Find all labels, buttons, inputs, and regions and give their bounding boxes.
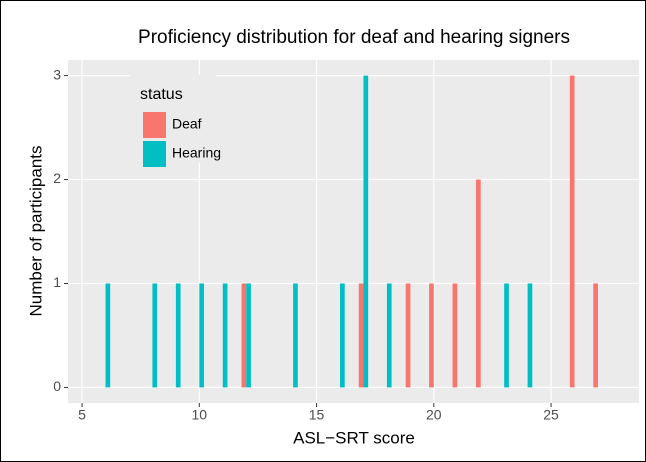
y-tick-label: 1 xyxy=(53,274,61,290)
bar xyxy=(405,283,411,388)
bar xyxy=(241,283,247,388)
bar xyxy=(476,179,481,388)
legend-title: status xyxy=(140,86,183,103)
bar xyxy=(199,283,205,388)
bar xyxy=(429,283,434,388)
bar xyxy=(152,283,158,388)
bar xyxy=(175,283,181,388)
bar xyxy=(293,283,298,388)
bar xyxy=(386,283,392,388)
x-tick-label: 20 xyxy=(426,407,442,423)
legend-key xyxy=(143,112,166,138)
bar xyxy=(358,283,364,388)
bar xyxy=(504,283,509,388)
bar xyxy=(340,283,345,388)
legend-label: Hearing xyxy=(172,145,221,161)
x-tick-label: 5 xyxy=(78,407,86,423)
x-axis-label: ASL−SRT score xyxy=(293,428,415,447)
bar xyxy=(222,283,228,388)
legend-label: Deaf xyxy=(172,116,202,132)
bar xyxy=(105,283,111,388)
chart-title: Proficiency distribution for deaf and he… xyxy=(138,27,570,48)
bar xyxy=(363,75,369,388)
y-tick-label: 3 xyxy=(53,66,61,82)
bar xyxy=(569,75,575,388)
y-tick-label: 2 xyxy=(53,170,61,186)
bar xyxy=(246,283,251,388)
bar xyxy=(527,283,533,388)
y-axis-label: Number of participants xyxy=(26,145,45,316)
bar xyxy=(452,283,458,388)
y-tick-label: 0 xyxy=(53,378,61,394)
legend-key xyxy=(143,141,166,167)
x-tick-label: 25 xyxy=(543,407,559,423)
x-tick-label: 10 xyxy=(192,407,208,423)
bar xyxy=(593,283,598,388)
x-tick-label: 15 xyxy=(309,407,325,423)
